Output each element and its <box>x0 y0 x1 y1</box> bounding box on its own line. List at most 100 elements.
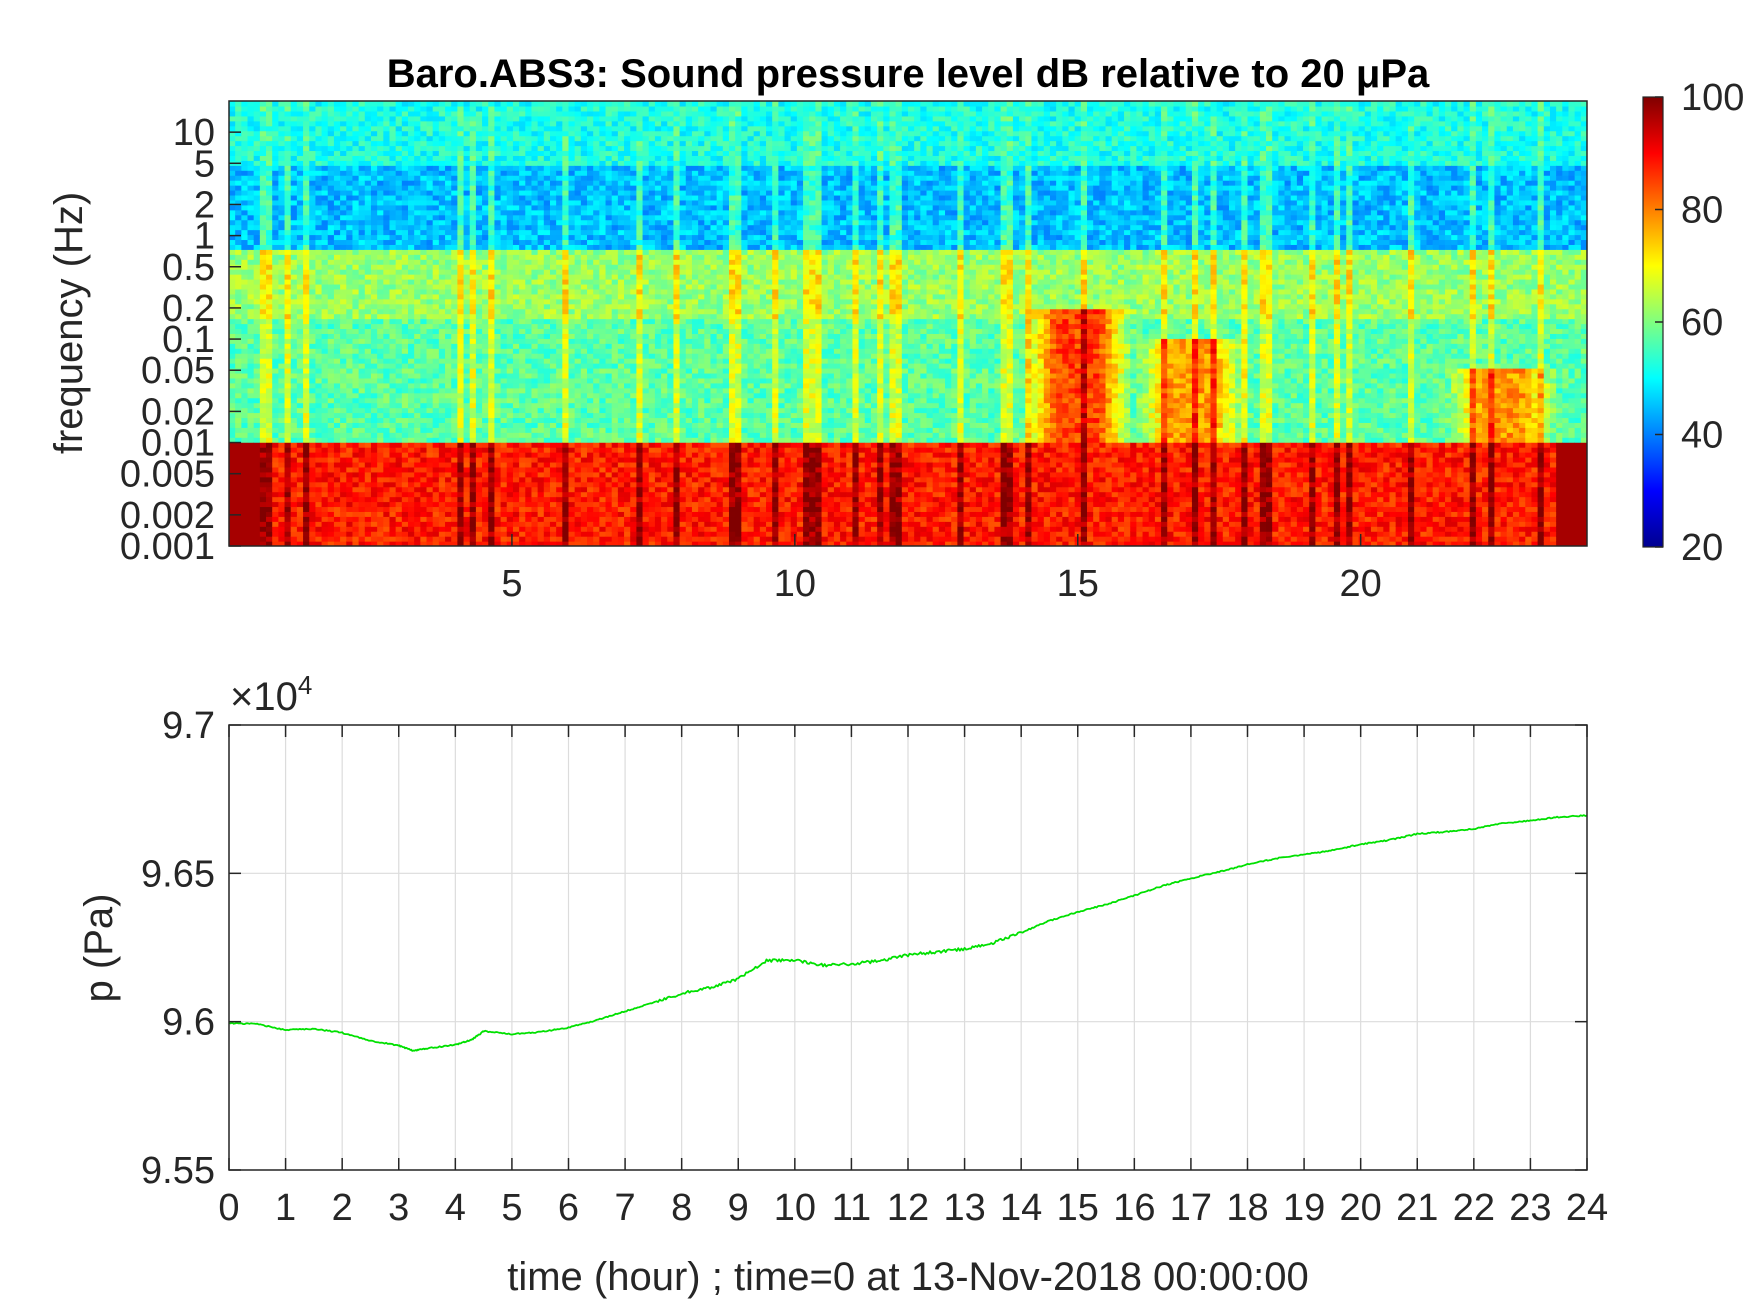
spectrogram-cell <box>494 204 502 211</box>
spectrogram-cell <box>284 447 292 453</box>
spectrogram-cell <box>562 264 570 270</box>
spectrogram-cell <box>266 110 273 117</box>
spectrogram-cell <box>333 204 341 211</box>
spectrogram-cell <box>241 412 249 419</box>
spectrogram-cell <box>296 536 304 542</box>
spectrogram-cell <box>340 199 347 206</box>
spectrogram-cell <box>315 135 323 142</box>
spectrogram-cell <box>272 145 279 152</box>
spectrogram-cell <box>389 199 397 206</box>
spectrogram-cell <box>531 481 539 488</box>
spectrogram-cell <box>272 541 279 546</box>
spectrogram-cell <box>253 209 261 216</box>
spectrogram-cell <box>568 412 576 419</box>
spectrogram-cell <box>296 358 304 364</box>
spectrogram-cell <box>259 486 267 493</box>
spectrogram-cell <box>303 417 310 423</box>
spectrogram-cell <box>512 239 520 245</box>
spectrogram-cell <box>278 194 286 201</box>
spectrogram-cell <box>531 120 539 127</box>
spectrogram-cell <box>315 254 323 260</box>
spectrogram-cell <box>290 293 298 300</box>
spectrogram-cell <box>420 125 428 132</box>
spectrogram-cell <box>500 452 508 458</box>
spectrogram-cell <box>549 160 557 166</box>
spectrogram-cell <box>432 234 440 241</box>
spectrogram-cell <box>463 175 471 181</box>
spectrogram-cell <box>494 288 502 295</box>
spectrogram-cell <box>519 531 526 537</box>
spectrogram-cell <box>383 402 391 409</box>
spectrogram-cell <box>346 224 354 231</box>
spectrogram-cell <box>235 397 242 404</box>
spectrogram-cell <box>463 506 471 512</box>
spectrogram-cell <box>475 348 483 354</box>
spectrogram-cell <box>352 288 360 295</box>
spectrogram-cell <box>266 506 273 512</box>
spectrogram-cell <box>414 101 421 107</box>
spectrogram-cell <box>333 333 341 339</box>
spectrogram-cell <box>500 145 508 152</box>
spectrogram-cell <box>414 511 421 517</box>
spectrogram-cell <box>556 288 563 295</box>
spectrogram-cell <box>562 283 570 290</box>
spectrogram-cell <box>290 303 298 310</box>
spectrogram-cell <box>229 209 236 216</box>
spectrogram-cell <box>494 175 502 181</box>
spectrogram-cell <box>494 229 502 236</box>
spectrogram-cell <box>370 531 378 537</box>
spectrogram-plot-area <box>229 101 1587 546</box>
spectrogram-cell <box>303 303 310 310</box>
spectrogram-cell <box>475 476 483 483</box>
spectrogram-cell <box>537 407 545 414</box>
spectrogram-cell <box>241 199 249 206</box>
spectrogram-cell <box>494 368 502 374</box>
spectrogram-cell <box>512 407 520 414</box>
spectrogram-cell <box>364 110 372 117</box>
spectrogram-cell <box>525 155 533 161</box>
spectrogram-cell <box>241 392 249 399</box>
spectrogram-cell <box>383 160 391 166</box>
spectrogram-cell <box>278 199 286 206</box>
spectrogram-cell <box>426 194 434 201</box>
spectrogram-cell <box>383 516 391 522</box>
spectrogram-cell <box>327 135 335 142</box>
spectrogram-cell <box>333 214 341 221</box>
spectrogram-cell <box>414 293 421 300</box>
spectrogram-cell <box>432 402 440 409</box>
spectrogram-cell <box>420 209 428 216</box>
spectrogram-cell <box>438 353 446 359</box>
spectrogram-cell <box>358 101 366 107</box>
spectrogram-cell <box>408 392 415 399</box>
spectrogram-cell <box>445 526 452 532</box>
spectrogram-cell <box>512 531 520 537</box>
spectrogram-cell <box>500 536 508 542</box>
spectrogram-cell <box>512 135 520 142</box>
spectrogram-cell <box>556 397 563 404</box>
spectrogram-cell <box>284 140 292 147</box>
spectrogram-cell <box>333 145 341 152</box>
spectrogram-cell <box>408 541 415 546</box>
spectrogram-cell <box>556 516 563 522</box>
spectrogram-cell <box>266 170 273 176</box>
spectrogram-cell <box>512 140 520 147</box>
spectrogram-cell <box>451 382 458 389</box>
spectrogram-cell <box>389 343 397 349</box>
spectrogram-cell <box>475 150 483 156</box>
spectrogram-cell <box>568 407 576 414</box>
spectrogram-cell <box>333 293 341 300</box>
spectrogram-cell <box>543 274 551 280</box>
spectrogram-cell <box>370 471 378 478</box>
spectrogram-cell <box>426 387 434 394</box>
spectrogram-cell <box>562 343 570 349</box>
spectrogram-cell <box>549 214 557 221</box>
spectrogram-cell <box>284 476 292 483</box>
spectrogram-cell <box>414 491 421 498</box>
spectrogram-cell <box>358 427 366 433</box>
spectrogram-cell <box>309 461 317 468</box>
spectrogram-cell <box>315 476 323 483</box>
spectrogram-cell <box>315 363 323 369</box>
spectrogram-cell <box>229 372 236 379</box>
spectrogram-cell <box>519 264 526 270</box>
spectrogram-cell <box>401 471 409 478</box>
